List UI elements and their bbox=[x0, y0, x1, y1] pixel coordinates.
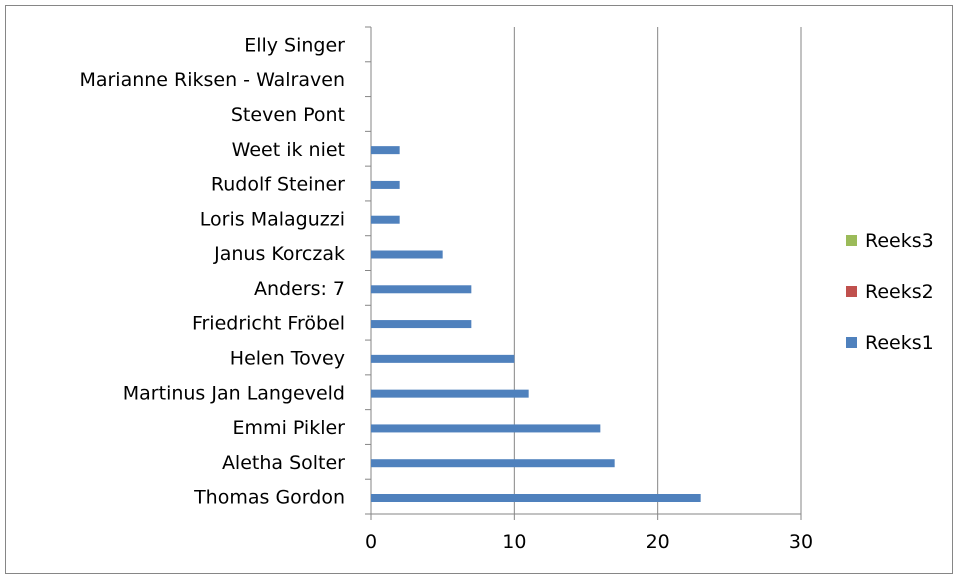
bar-reeks1-10 bbox=[371, 146, 400, 155]
category-label: Thomas Gordon bbox=[193, 487, 345, 509]
category-label: Aletha Solter bbox=[222, 452, 345, 474]
bar-reeks1-2 bbox=[371, 424, 601, 433]
legend-label-reeks3: Reeks3 bbox=[865, 230, 934, 252]
x-tick-label-30: 30 bbox=[789, 531, 813, 553]
category-label: Friedricht Fröbel bbox=[192, 313, 345, 335]
legend-label-reeks2: Reeks2 bbox=[865, 281, 934, 303]
legend-swatch-reeks1 bbox=[846, 337, 857, 348]
category-label: Janus Korczak bbox=[213, 243, 345, 265]
category-label: Elly Singer bbox=[244, 34, 345, 56]
x-tick-label-20: 20 bbox=[646, 531, 670, 553]
category-label: Marianne Riksen - Walraven bbox=[79, 69, 345, 91]
bar-reeks1-7 bbox=[371, 250, 443, 259]
legend-label-reeks1: Reeks1 bbox=[865, 332, 934, 354]
bar-reeks1-4 bbox=[371, 354, 515, 363]
bar-reeks1-6 bbox=[371, 285, 472, 294]
category-label: Emmi Pikler bbox=[233, 417, 346, 439]
chart-frame bbox=[5, 5, 953, 574]
bar-reeks1-5 bbox=[371, 320, 472, 329]
category-label: Helen Tovey bbox=[230, 347, 345, 369]
legend-swatch-reeks3 bbox=[846, 235, 857, 246]
category-label: Anders: 7 bbox=[254, 278, 345, 300]
category-label: Loris Malaguzzi bbox=[200, 208, 345, 230]
legend-swatch-reeks2 bbox=[846, 286, 857, 297]
bar-reeks1-3 bbox=[371, 389, 529, 398]
x-tick-label-0: 0 bbox=[365, 531, 377, 553]
category-label: Weet ik niet bbox=[232, 139, 345, 161]
category-label: Rudolf Steiner bbox=[211, 174, 345, 196]
bar-reeks1-0 bbox=[371, 494, 701, 502]
bar-reeks1-9 bbox=[371, 180, 400, 189]
bar-reeks1-8 bbox=[371, 215, 400, 224]
x-tick-label-10: 10 bbox=[502, 531, 526, 553]
category-label: Steven Pont bbox=[231, 104, 345, 126]
category-label: Martinus Jan Langeveld bbox=[123, 382, 345, 404]
bar-reeks1-1 bbox=[371, 459, 615, 468]
